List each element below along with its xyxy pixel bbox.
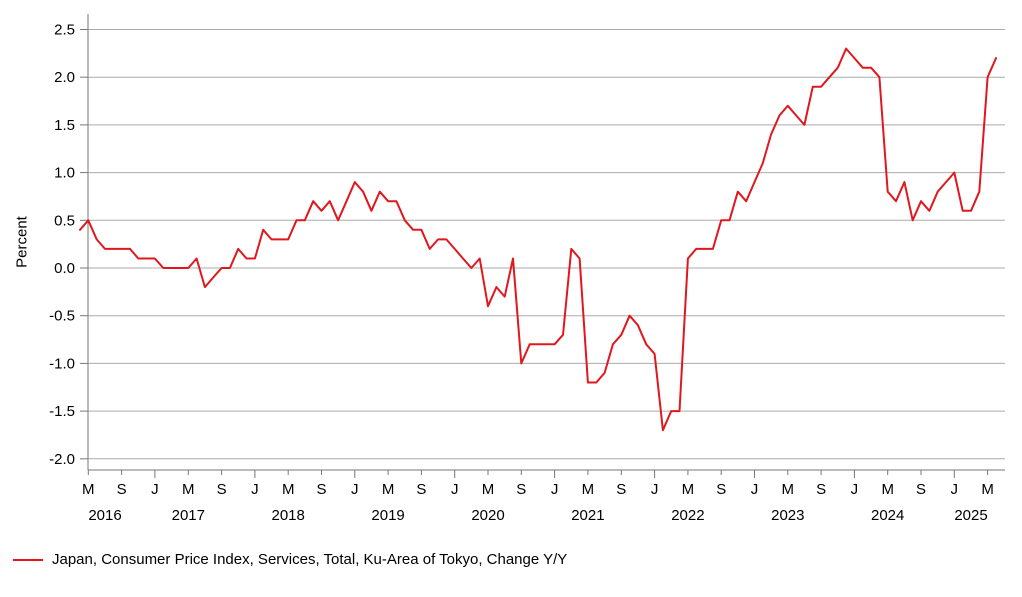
x-tick-label: M [182,481,195,498]
x-tick-label: J [551,481,559,498]
series-line [79,47,997,432]
x-year-label: 2018 [272,507,305,524]
legend: Japan, Consumer Price Index, Services, T… [13,551,567,568]
x-tick-label: S [316,481,326,498]
x-tick-label: S [516,481,526,498]
x-year-label: 2021 [571,507,604,524]
x-year-label: 2025 [954,507,987,524]
x-tick-label: J [151,481,159,498]
x-year-label: 2020 [471,507,504,524]
x-tick-label: M [582,481,595,498]
x-tick-label: J [951,481,959,498]
x-tick-label: M [981,481,994,498]
x-tick-label: S [117,481,127,498]
y-axis-title: Percent [13,216,31,268]
x-tick-label: S [816,481,826,498]
legend-series-label: Japan, Consumer Price Index, Services, T… [52,551,568,568]
y-tick-label: 2.0 [54,69,75,86]
x-year-label: 2019 [371,507,404,524]
x-tick-label: S [217,481,227,498]
y-tick-label: 1.0 [54,165,75,182]
x-tick-label: M [282,481,295,498]
x-year-label: 2017 [172,507,205,524]
x-year-label: 2024 [871,507,904,524]
y-tick-label: 0.0 [54,260,75,277]
x-tick-label: J [451,481,459,498]
x-tick-label: J [851,481,859,498]
x-tick-label: M [881,481,894,498]
y-tick-label: -1.0 [49,355,75,372]
x-tick-label: S [716,481,726,498]
x-year-label: 2023 [771,507,804,524]
x-tick-label: J [751,481,759,498]
x-tick-label: M [782,481,795,498]
x-tick-label: M [382,481,395,498]
y-tick-label: -1.5 [49,403,75,420]
x-tick-label: J [351,481,359,498]
legend-line-sample [13,558,43,561]
x-tick-label: S [416,481,426,498]
x-tick-label: M [482,481,495,498]
y-tick-label: -0.5 [49,308,75,325]
y-tick-label: 2.5 [54,22,75,39]
x-tick-label: M [82,481,95,498]
x-tick-label: S [916,481,926,498]
x-tick-label: J [251,481,259,498]
x-tick-label: J [651,481,659,498]
x-year-label: 2016 [88,507,121,524]
x-year-label: 2022 [671,507,704,524]
x-tick-label: S [616,481,626,498]
y-tick-label: -2.0 [49,451,75,468]
x-tick-label: M [682,481,695,498]
y-tick-label: 0.5 [54,212,75,229]
y-tick-label: 1.5 [54,117,75,134]
